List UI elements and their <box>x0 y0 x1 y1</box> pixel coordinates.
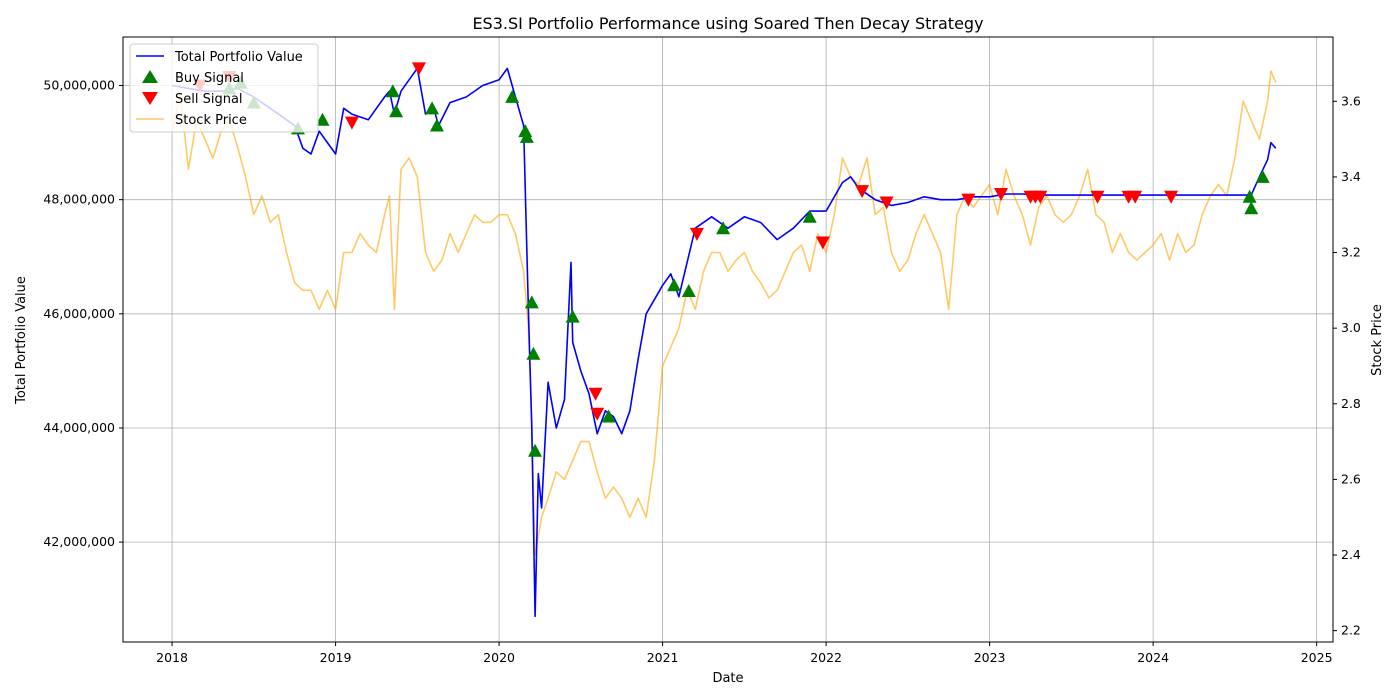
buy-signal-marker <box>716 221 731 235</box>
sell-signal-marker <box>1128 190 1143 204</box>
grid <box>123 37 1333 642</box>
legend-buy-swatch <box>142 70 158 83</box>
sell-signal-marker <box>961 193 976 207</box>
buy-signal-marker <box>667 278 682 292</box>
legend-price-label: Stock Price <box>175 113 247 128</box>
y2-tick-label: 3.4 <box>1341 169 1361 184</box>
buy-signal-marker <box>315 112 330 126</box>
sell-signal-marker <box>879 196 894 210</box>
y2-axis-label: Stock Price <box>1370 304 1385 376</box>
y2-tick-label: 2.4 <box>1341 547 1361 562</box>
legend-portfolio-label: Total Portfolio Value <box>174 50 303 65</box>
sell-signal-marker <box>1090 190 1105 204</box>
buy-signal-marker <box>519 129 534 143</box>
y-tick-label: 46,000,000 <box>43 306 115 321</box>
x-tick-label: 2021 <box>647 650 679 665</box>
sell-signal-marker <box>994 187 1009 201</box>
buy-signal-marker <box>1244 201 1259 215</box>
y-tick-label: 50,000,000 <box>43 78 115 93</box>
y2-tick-label: 2.2 <box>1341 623 1361 638</box>
x-tick-label: 2023 <box>974 650 1006 665</box>
legend-box <box>129 43 319 133</box>
x-tick-label: 2025 <box>1301 650 1333 665</box>
y2-tick-label: 2.6 <box>1341 471 1361 486</box>
buy-signal-marker <box>526 346 541 360</box>
x-tick-label: 2018 <box>156 650 188 665</box>
legend-buy-label: Buy Signal <box>175 71 244 86</box>
stock-price-line <box>171 70 1277 556</box>
y-tick-label: 44,000,000 <box>43 420 115 435</box>
buy-signal-marker <box>802 209 817 223</box>
y2-tick-label: 3.0 <box>1341 320 1361 335</box>
portfolio-layer <box>171 67 1277 618</box>
sell-signal-marker <box>815 236 830 250</box>
y-tick-label: 48,000,000 <box>43 192 115 207</box>
y-tick-label: 42,000,000 <box>43 534 115 549</box>
buy-signal-marker <box>505 89 520 103</box>
y2-tick-label: 2.8 <box>1341 396 1361 411</box>
portfolio-value-line <box>171 67 1277 618</box>
x-axis-label: Date <box>712 671 743 686</box>
x-tick-label: 2022 <box>810 650 842 665</box>
legend: Total Portfolio Value Buy Signal Sell Si… <box>129 43 319 133</box>
sell-signal-marker <box>588 387 603 401</box>
buy-signal-marker <box>385 84 400 98</box>
ticks: 2018 2019 2020 2021 2022 2023 2024 2025 42,000,0… <box>43 78 1361 665</box>
y2-tick-label: 3.2 <box>1341 245 1361 260</box>
sell-signal-marker <box>1164 190 1179 204</box>
x-tick-label: 2024 <box>1137 650 1169 665</box>
buy-signal-marker <box>425 101 440 115</box>
signal-layer <box>192 62 1270 457</box>
buy-signal-marker <box>565 309 580 323</box>
sell-signal-marker <box>689 227 704 241</box>
buy-signal-marker <box>1255 169 1270 183</box>
buy-signal-marker <box>1242 189 1257 203</box>
sell-signal-marker <box>855 185 870 199</box>
buy-signal-marker <box>681 283 696 297</box>
legend-sell-swatch <box>142 92 158 105</box>
buy-signal-marker <box>429 118 444 132</box>
buy-signal-marker <box>528 443 543 457</box>
sell-signal-marker <box>1033 190 1048 204</box>
sell-signal-marker <box>411 62 426 76</box>
buy-signal-marker <box>524 295 539 309</box>
plot-frame <box>122 36 1334 643</box>
stock-price-layer <box>171 70 1277 556</box>
chart-title: ES3.SI Portfolio Performance using Soare… <box>472 14 983 33</box>
sell-signal-marker <box>590 407 605 421</box>
sell-signal-marker <box>344 116 359 130</box>
x-tick-label: 2020 <box>483 650 515 665</box>
y-axis-label: Total Portfolio Value <box>14 276 29 405</box>
buy-signal-marker <box>389 104 404 118</box>
x-tick-label: 2019 <box>320 650 352 665</box>
legend-sell-label: Sell Signal <box>175 92 243 107</box>
y2-tick-label: 3.6 <box>1341 93 1361 108</box>
buy-signal-marker <box>601 409 616 423</box>
